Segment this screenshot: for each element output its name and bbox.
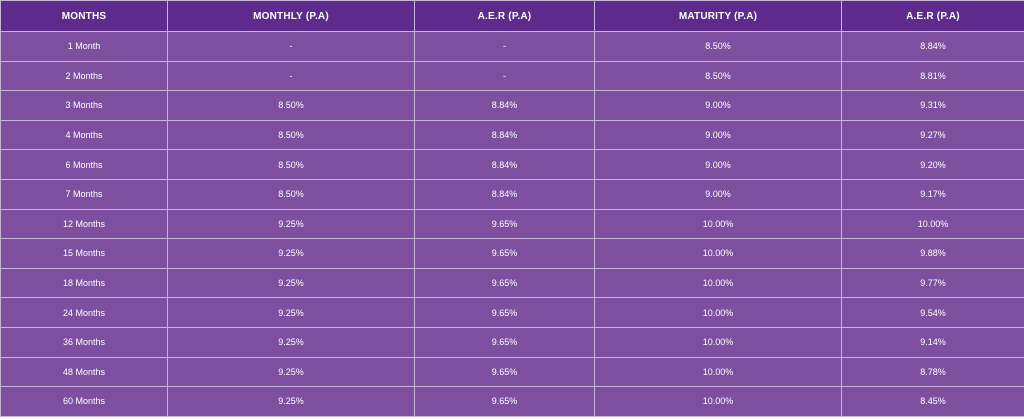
term-cell: 6 Months bbox=[0, 149, 168, 180]
monthly-rate-cell: 9.25% bbox=[167, 356, 415, 388]
table-row: 15 Months 9.25% 9.65% 10.00% 9.88% bbox=[0, 238, 1024, 269]
maturity-rate-cell: 8.50% bbox=[594, 31, 842, 62]
table-row: 18 Months 9.25% 9.65% 10.00% 9.77% bbox=[0, 267, 1024, 299]
table-row: 2 Months - -8.50% 8.81% bbox=[0, 60, 1024, 92]
term-cell: 24 Months bbox=[0, 297, 168, 328]
table-row: 24 Months 9.25% 9.65% 10.00% 9.54% bbox=[0, 297, 1024, 328]
term-cell: 7 Months bbox=[0, 178, 168, 210]
table-row: 4 Months 8.50% 8.84% 9.00% 9.27% bbox=[0, 119, 1024, 151]
maturity-rate-cell: 10.00% bbox=[594, 386, 842, 417]
header-months: MONTHS bbox=[0, 0, 168, 32]
maturity-aer-cell: 9.27% bbox=[841, 119, 1024, 151]
maturity-rate-cell: 9.00% bbox=[594, 119, 842, 151]
term-cell: 12 Months bbox=[0, 208, 168, 240]
term-cell: 60 Months bbox=[0, 386, 168, 417]
term-cell: 1 Month bbox=[0, 31, 168, 62]
term-cell: 15 Months bbox=[0, 238, 168, 269]
maturity-rate-cell: 10.00% bbox=[594, 238, 842, 269]
maturity-rate-cell: 10.00% bbox=[594, 208, 842, 240]
monthly-aer-cell: - bbox=[414, 60, 595, 92]
table-row: 3 Months 8.50% 8.84% 9.00% 9.31% bbox=[0, 90, 1024, 121]
term-cell: 48 Months bbox=[0, 356, 168, 388]
table-row: 6 Months 8.50% 8.84% 9.00% 9.20% bbox=[0, 149, 1024, 180]
maturity-rate-cell: 9.00% bbox=[594, 90, 842, 121]
header-maturity-pa: MATURITY (P.A) bbox=[594, 0, 842, 32]
maturity-rate-cell: 10.00% bbox=[594, 326, 842, 358]
monthly-rate-cell: 9.25% bbox=[167, 386, 415, 417]
maturity-aer-cell: 9.14% bbox=[841, 326, 1024, 358]
term-cell: 3 Months bbox=[0, 90, 168, 121]
monthly-aer-cell: 9.65% bbox=[414, 297, 595, 328]
maturity-rate-cell: 10.00% bbox=[594, 297, 842, 328]
maturity-aer-cell: 9.17% bbox=[841, 178, 1024, 210]
maturity-rate-cell: 10.00% bbox=[594, 267, 842, 299]
monthly-rate-cell: 8.50% bbox=[167, 149, 415, 180]
monthly-rate-cell: - bbox=[167, 60, 415, 92]
monthly-aer-cell: 9.65% bbox=[414, 326, 595, 358]
header-aer-monthly: A.E.R (P.A) bbox=[414, 0, 595, 32]
header-monthly-pa: MONTHLY (P.A) bbox=[167, 0, 415, 32]
monthly-aer-cell: 9.65% bbox=[414, 208, 595, 240]
header-aer-maturity: A.E.R (P.A) bbox=[841, 0, 1024, 32]
maturity-rate-cell: 9.00% bbox=[594, 149, 842, 180]
maturity-aer-cell: 8.81% bbox=[841, 60, 1024, 92]
maturity-aer-cell: 8.45% bbox=[841, 386, 1024, 417]
table-row: 48 Months 9.25% 9.65% 10.00% 8.78% bbox=[0, 356, 1024, 388]
monthly-aer-cell: 8.84% bbox=[414, 119, 595, 151]
monthly-rate-cell: 9.25% bbox=[167, 208, 415, 240]
table-row: 36 Months 9.25% 9.65% 10.00% 9.14% bbox=[0, 326, 1024, 358]
maturity-aer-cell: 8.84% bbox=[841, 31, 1024, 62]
maturity-aer-cell: 10.00% bbox=[841, 208, 1024, 240]
monthly-aer-cell: 9.65% bbox=[414, 356, 595, 388]
monthly-aer-cell: 8.84% bbox=[414, 149, 595, 180]
maturity-aer-cell: 9.20% bbox=[841, 149, 1024, 180]
table-row: 7 Months 8.50% 8.84% 9.00% 9.17% bbox=[0, 178, 1024, 210]
maturity-aer-cell: 9.54% bbox=[841, 297, 1024, 328]
term-cell: 36 Months bbox=[0, 326, 168, 358]
table-row: 60 Months 9.25% 9.65% 10.00% 8.45% bbox=[0, 386, 1024, 417]
term-cell: 18 Months bbox=[0, 267, 168, 299]
maturity-aer-cell: 9.31% bbox=[841, 90, 1024, 121]
monthly-aer-cell: 8.84% bbox=[414, 90, 595, 121]
monthly-rate-cell: 9.25% bbox=[167, 238, 415, 269]
maturity-rate-cell: 10.00% bbox=[594, 356, 842, 388]
maturity-aer-cell: 9.88% bbox=[841, 238, 1024, 269]
term-cell: 4 Months bbox=[0, 119, 168, 151]
monthly-rate-cell: 8.50% bbox=[167, 90, 415, 121]
monthly-rate-cell: - bbox=[167, 31, 415, 62]
table-row: 12 Months 9.25% 9.65% 10.00% 10.00% bbox=[0, 208, 1024, 240]
monthly-aer-cell: 9.65% bbox=[414, 386, 595, 417]
monthly-rate-cell: 9.25% bbox=[167, 267, 415, 299]
table-row: 1 Month - -8.50% 8.84% bbox=[0, 31, 1024, 62]
header-row: MONTHS MONTHLY (P.A) A.E.R (P.A) MATURIT… bbox=[0, 0, 1024, 32]
table-body: 1 Month - -8.50% 8.84% 2 Months - -8.50% 8.81% 3… bbox=[0, 31, 1024, 417]
table-header: MONTHS MONTHLY (P.A) A.E.R (P.A) MATURIT… bbox=[0, 0, 1024, 32]
maturity-rate-cell: 8.50% bbox=[594, 60, 842, 92]
maturity-aer-cell: 8.78% bbox=[841, 356, 1024, 388]
monthly-aer-cell: 9.65% bbox=[414, 238, 595, 269]
monthly-aer-cell: 8.84% bbox=[414, 178, 595, 210]
monthly-aer-cell: 9.65% bbox=[414, 267, 595, 299]
monthly-rate-cell: 8.50% bbox=[167, 178, 415, 210]
monthly-aer-cell: - bbox=[414, 31, 595, 62]
monthly-rate-cell: 8.50% bbox=[167, 119, 415, 151]
term-cell: 2 Months bbox=[0, 60, 168, 92]
monthly-rate-cell: 9.25% bbox=[167, 326, 415, 358]
monthly-rate-cell: 9.25% bbox=[167, 297, 415, 328]
maturity-rate-cell: 9.00% bbox=[594, 178, 842, 210]
maturity-aer-cell: 9.77% bbox=[841, 267, 1024, 299]
